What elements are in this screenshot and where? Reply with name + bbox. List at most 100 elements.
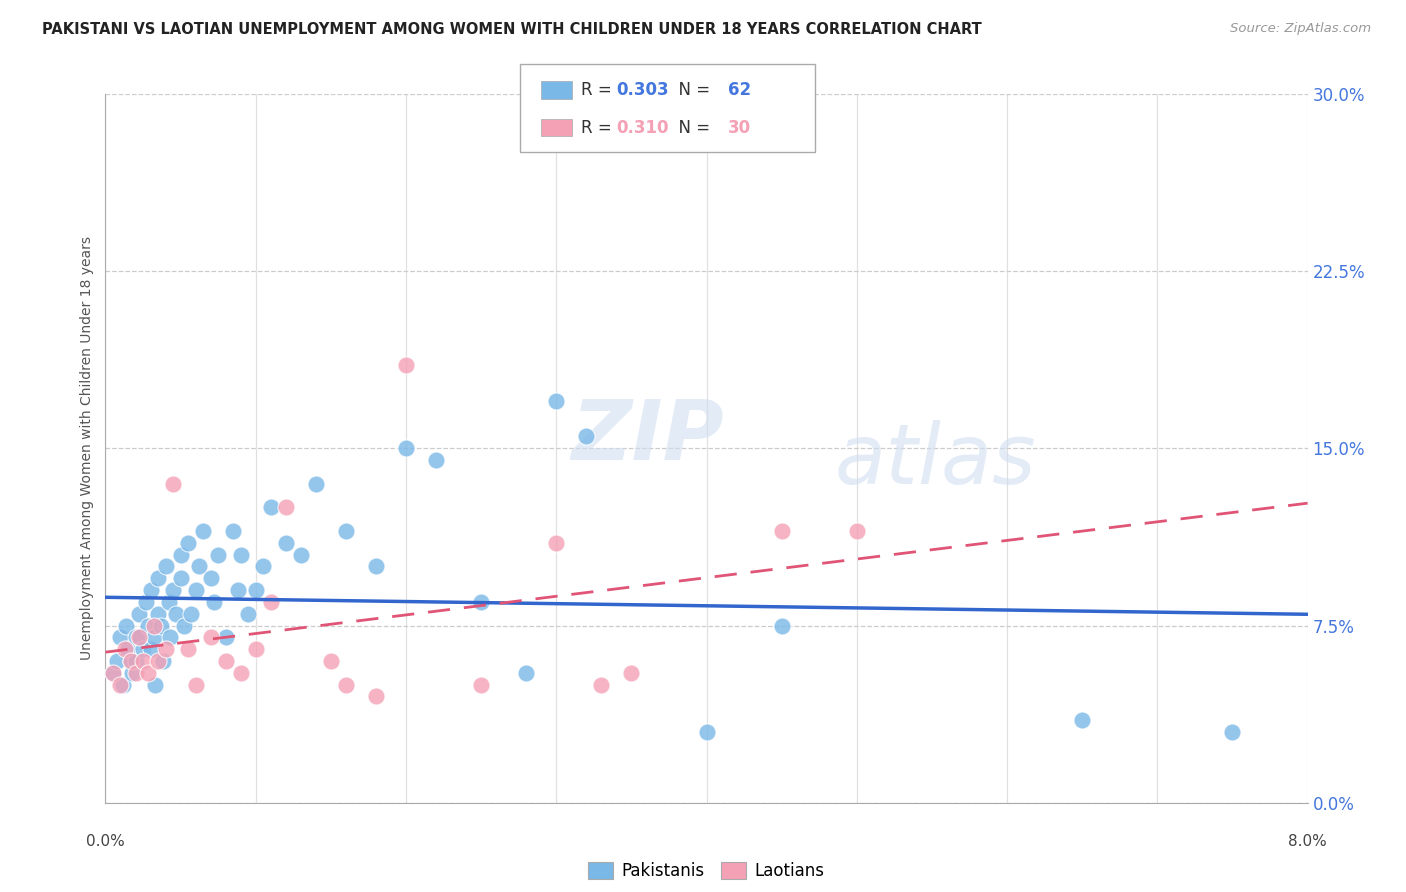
Point [146,654,169,668]
Point [177,642,200,657]
Point [425,453,447,467]
Point [770,618,793,632]
Point [252,559,274,574]
Point [222,524,245,538]
Point [395,359,418,373]
Point [139,642,162,657]
Point [121,665,143,680]
Point [110,631,132,645]
Point [159,631,181,645]
Point [110,678,132,692]
Point [245,583,267,598]
Point [169,548,191,562]
Text: 0.303: 0.303 [616,81,668,99]
Point [146,571,169,585]
Point [115,618,138,632]
Point [101,665,124,680]
Point [191,524,214,538]
Point [124,654,146,668]
Text: 8.0%: 8.0% [1288,834,1327,849]
Point [319,654,342,668]
Point [214,654,236,668]
Point [546,535,568,549]
Point [114,642,136,657]
Point [136,665,159,680]
Point [169,571,191,585]
Point [770,524,793,538]
Point [135,595,157,609]
Text: R =: R = [581,119,617,136]
Point [101,665,124,680]
Point [214,631,236,645]
Point [1222,724,1244,739]
Point [845,524,868,538]
Point [136,618,159,632]
Point [245,642,267,657]
Point [274,535,297,549]
Point [165,607,187,621]
Point [290,548,312,562]
Text: N =: N = [668,81,716,99]
Point [155,642,177,657]
Point [117,642,139,657]
Point [335,678,357,692]
Point [591,678,613,692]
Y-axis label: Unemployment Among Women with Children Under 18 years: Unemployment Among Women with Children U… [80,236,94,660]
Point [226,583,249,598]
Point [128,607,150,621]
Point [150,618,173,632]
Point [132,642,155,657]
Point [107,654,129,668]
Point [260,500,283,515]
Point [238,607,260,621]
Text: N =: N = [668,119,716,136]
Point [173,618,195,632]
Text: 62: 62 [728,81,751,99]
Text: Source: ZipAtlas.com: Source: ZipAtlas.com [1230,22,1371,36]
Point [128,631,150,645]
Legend: Pakistanis, Laotians: Pakistanis, Laotians [582,855,831,887]
Point [124,631,146,645]
Text: atlas: atlas [834,419,1036,500]
Point [120,654,142,668]
Point [515,665,537,680]
Point [1071,713,1094,727]
Point [364,690,387,704]
Point [200,571,222,585]
Point [620,665,643,680]
Text: PAKISTANI VS LAOTIAN UNEMPLOYMENT AMONG WOMEN WITH CHILDREN UNDER 18 YEARS CORRE: PAKISTANI VS LAOTIAN UNEMPLOYMENT AMONG … [42,22,981,37]
Point [152,654,174,668]
Point [274,500,297,515]
Point [364,559,387,574]
Point [177,535,200,549]
Text: R =: R = [581,81,617,99]
Point [207,548,229,562]
Point [305,476,328,491]
Point [184,583,207,598]
Point [202,595,225,609]
Point [395,442,418,456]
Point [575,429,598,443]
Point [470,595,492,609]
Point [146,607,169,621]
Text: 0.0%: 0.0% [86,834,125,849]
Point [142,618,165,632]
Point [139,583,162,598]
Point [260,595,283,609]
Point [124,665,146,680]
Point [696,724,718,739]
Text: ZIP: ZIP [571,396,724,477]
Text: 0.310: 0.310 [616,119,668,136]
Point [157,595,180,609]
Point [142,631,165,645]
Point [129,631,152,645]
Point [546,394,568,409]
Point [180,607,202,621]
Point [162,476,184,491]
Point [229,665,252,680]
Point [470,678,492,692]
Point [132,654,155,668]
Text: 30: 30 [728,119,751,136]
Point [162,583,184,598]
Point [112,678,135,692]
